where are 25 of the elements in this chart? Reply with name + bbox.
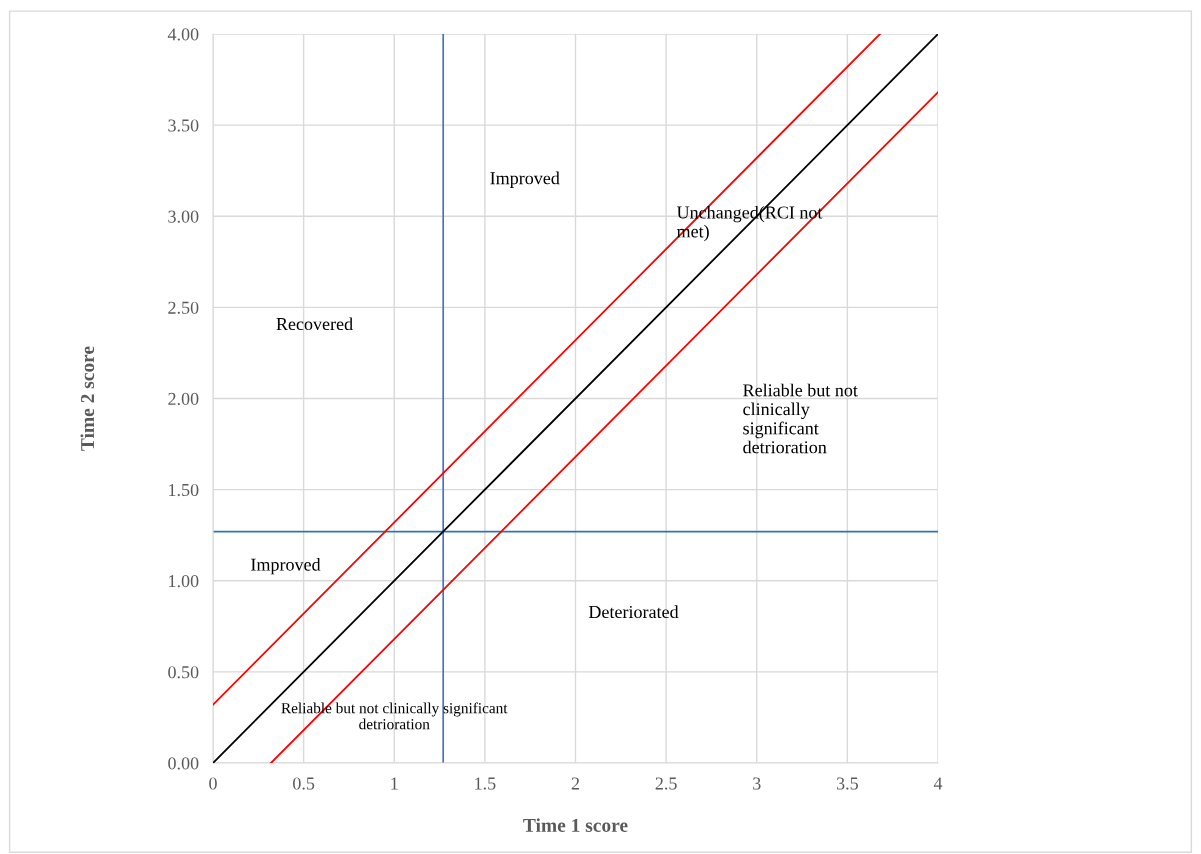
x-tick-label: 3 [753, 777, 761, 790]
y-tick-label: 2.50 [168, 301, 199, 314]
y-tick-label: 3.50 [168, 119, 199, 132]
y-tick-label: 4.00 [167, 28, 199, 41]
annotation: Deteriorated [588, 605, 679, 619]
x-tick-label: 0.5 [293, 777, 315, 790]
y-axis-title: Time 2 score [80, 346, 95, 451]
x-tick-label: 1 [391, 777, 398, 790]
y-tick-label: 0.50 [168, 666, 199, 679]
x-tick-label: 4 [933, 777, 943, 790]
y-tick-label: 0.00 [168, 757, 199, 770]
x-axis-title: Time 1 score [523, 818, 628, 832]
annotation: Recovered [276, 317, 353, 331]
y-tick-label: 1.50 [169, 483, 199, 497]
annotation: Reliable but not clinically significant detrioration [743, 383, 858, 454]
x-tick-label: 3.5 [836, 777, 858, 790]
annotation: Improved [251, 557, 321, 575]
x-tick-label: 0 [209, 777, 217, 790]
x-tick-label: 2.5 [655, 777, 677, 790]
x-tick-label: 1.5 [475, 777, 496, 790]
x-tick-label: 2 [571, 777, 580, 790]
y-tick-label: 1.00 [169, 575, 199, 588]
annotation: Improved [490, 171, 560, 188]
y-tick-label: 3.00 [168, 210, 199, 223]
y-tick-label: 2.00 [168, 392, 199, 406]
